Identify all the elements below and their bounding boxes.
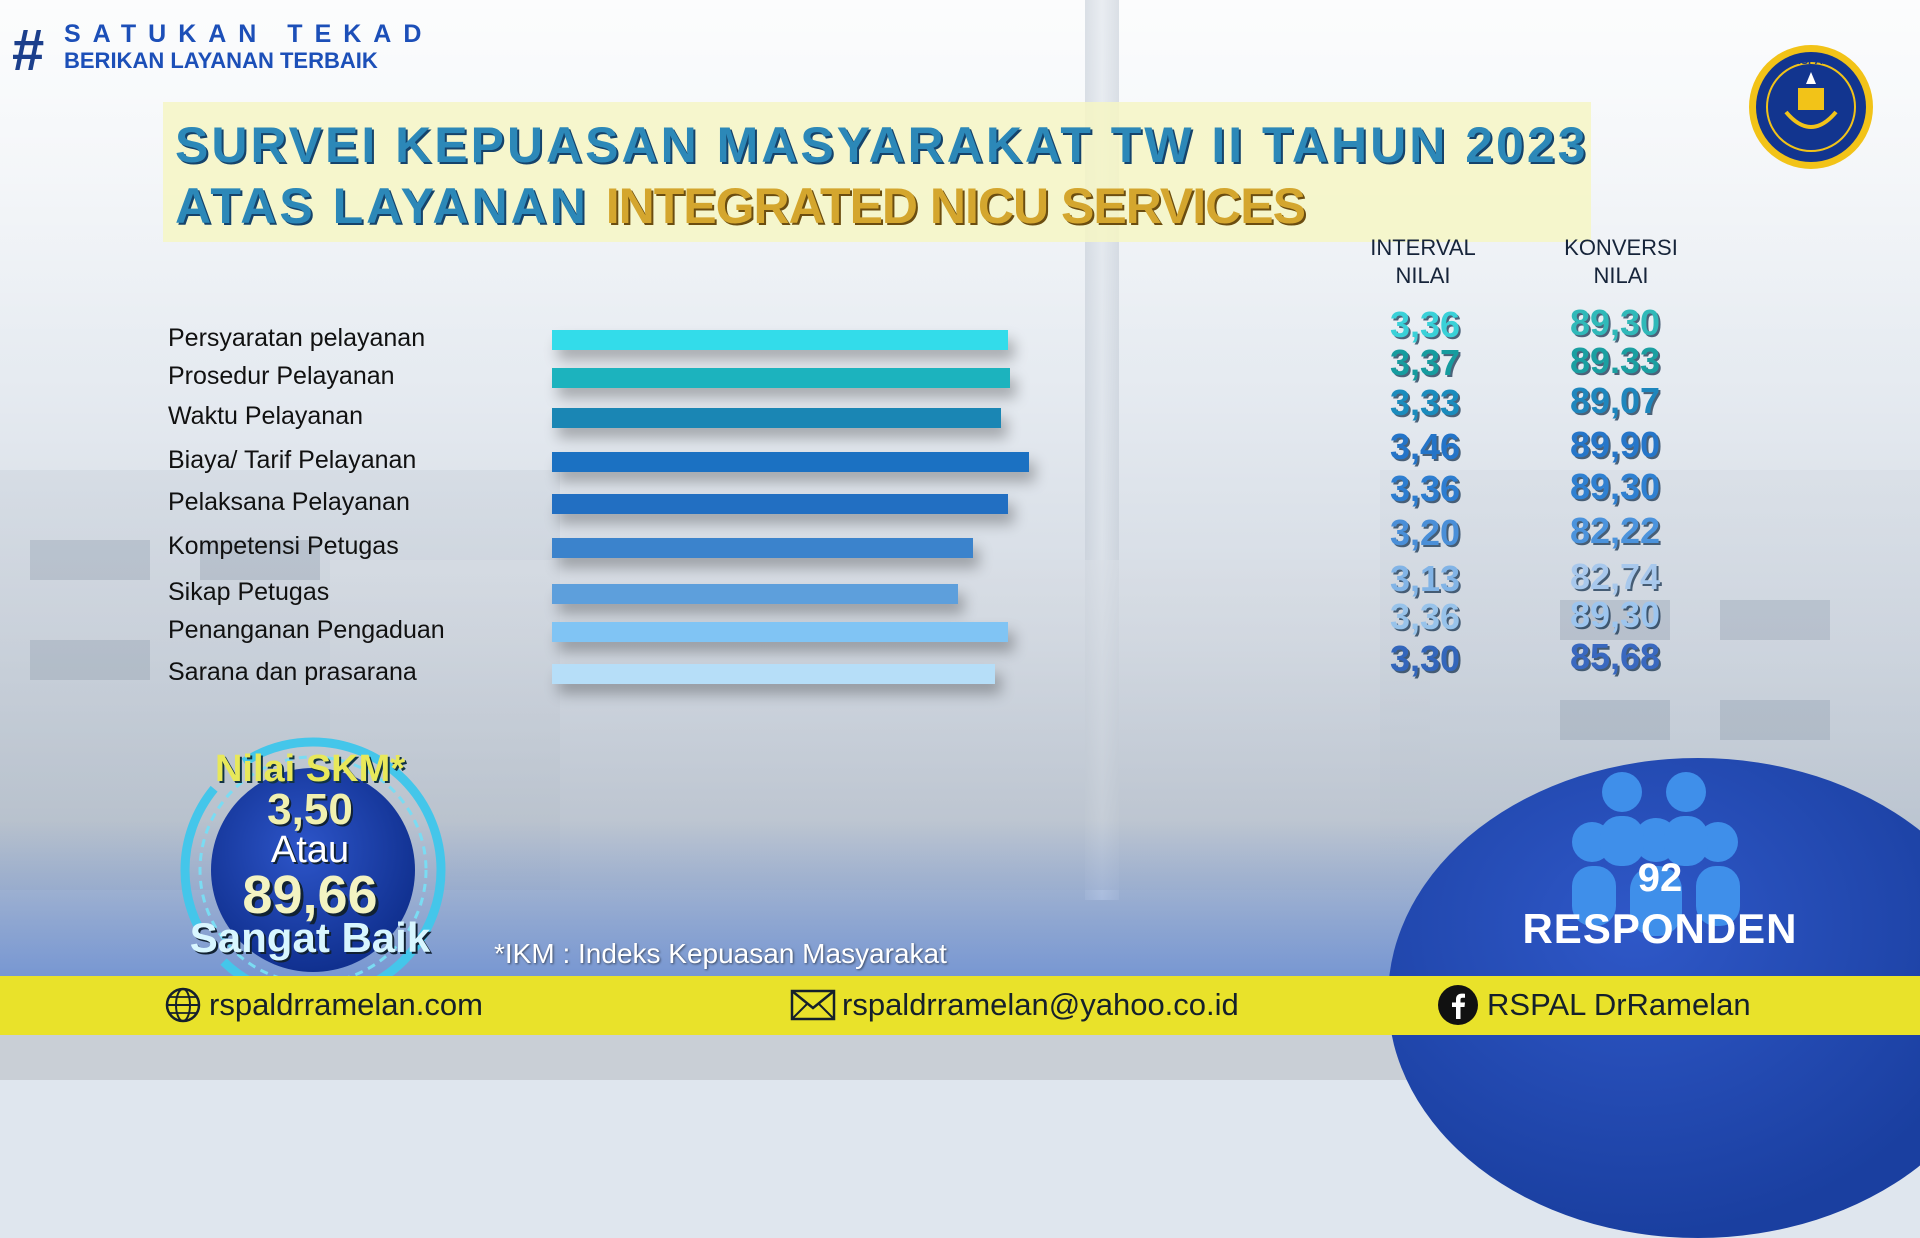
facebook-text: RSPAL DrRamelan bbox=[1487, 987, 1751, 1022]
footer-facebook[interactable]: RSPAL DrRamelan bbox=[1435, 982, 1751, 1028]
konversi-value-label: 89,07 bbox=[1569, 380, 1661, 421]
window bbox=[1720, 700, 1830, 740]
title-highlight: INTEGRATED NICU SERVICES bbox=[605, 178, 1306, 234]
category-label: Waktu Pelayanan bbox=[168, 402, 364, 430]
bar bbox=[552, 452, 1029, 472]
konversi-header-line2: NILAI bbox=[1593, 263, 1649, 288]
bar bbox=[552, 538, 973, 558]
interval-value-label: 3,46 bbox=[1389, 426, 1461, 467]
window bbox=[30, 540, 150, 580]
envelope-icon bbox=[790, 989, 836, 1021]
website-text: rspaldrramelan.com bbox=[209, 987, 483, 1022]
category-label: Penanganan Pengaduan bbox=[168, 616, 445, 644]
bar bbox=[552, 622, 1008, 642]
konversi-value-label: 89,30 bbox=[1569, 466, 1661, 507]
interval-value-label: 3,36 bbox=[1389, 468, 1461, 509]
footer-email[interactable]: rspaldrramelan@yahoo.co.id bbox=[790, 982, 1239, 1028]
interval-value-label: 3,33 bbox=[1389, 382, 1461, 423]
hashtag-symbol: # bbox=[12, 18, 45, 83]
skm-score: 3,50 bbox=[267, 785, 353, 834]
slogan-line2: BERIKAN LAYANAN TERBAIK bbox=[64, 48, 378, 73]
konversi-value-label: 89,30 bbox=[1569, 302, 1661, 343]
respondent-count: 92 bbox=[1637, 856, 1683, 900]
category-label: Biaya/ Tarif Pelayanan bbox=[168, 446, 417, 474]
bar bbox=[552, 494, 1008, 514]
interval-value-label: 3,30 bbox=[1389, 638, 1461, 679]
skm-grade: Sangat Baik bbox=[189, 914, 431, 961]
window bbox=[200, 540, 320, 580]
konversi-value-label: 89.33 bbox=[1569, 340, 1661, 381]
footer-website[interactable]: rspaldrramelan.com bbox=[163, 982, 483, 1028]
page-title-line2: ATAS LAYANAN INTEGRATED NICU SERVICES bbox=[175, 177, 1306, 235]
footnote: *IKM : Indeks Kepuasan Masyarakat bbox=[494, 938, 947, 969]
title-prefix: ATAS LAYANAN bbox=[175, 178, 606, 234]
interval-value-label: 3,37 bbox=[1389, 342, 1461, 383]
konversi-header-line1: KONVERSI bbox=[1564, 235, 1678, 260]
skm-converted-score: 89,66 bbox=[242, 865, 378, 925]
column-header-konversi: KONVERSI NILAI bbox=[1541, 234, 1701, 290]
window bbox=[1560, 600, 1670, 640]
bar bbox=[552, 408, 1001, 428]
skm-or-text: Atau bbox=[270, 829, 350, 871]
footer-bar bbox=[0, 976, 1920, 1035]
window bbox=[1560, 700, 1670, 740]
category-label: Persyaratan pelayanan bbox=[168, 324, 426, 352]
respondent-label: RESPONDEN bbox=[1522, 905, 1798, 952]
interval-value-label: 3,36 bbox=[1389, 304, 1461, 345]
slogan-line1: SATUKAN TEKAD bbox=[64, 20, 434, 48]
people-group-icon bbox=[1572, 772, 1740, 936]
facebook-icon bbox=[1438, 985, 1478, 1025]
interval-header-line1: INTERVAL bbox=[1370, 235, 1476, 260]
bar bbox=[552, 330, 1008, 350]
interval-header-line2: NILAI bbox=[1395, 263, 1451, 288]
interval-value-label: 3,13 bbox=[1389, 558, 1461, 599]
page-title-line1: SURVEI KEPUASAN MASYARAKAT TW II TAHUN 2… bbox=[175, 117, 1589, 173]
title-background bbox=[163, 102, 1591, 242]
email-text: rspaldrramelan@yahoo.co.id bbox=[842, 987, 1239, 1022]
rspal-emblem-icon: RSPAL bbox=[1749, 45, 1873, 169]
konversi-value-label: 85,68 bbox=[1569, 636, 1661, 677]
konversi-value-label: 82,22 bbox=[1569, 510, 1661, 551]
category-label: Kompetensi Petugas bbox=[168, 532, 399, 560]
column-header-interval: INTERVAL NILAI bbox=[1343, 234, 1503, 290]
category-label: Sikap Petugas bbox=[168, 578, 330, 606]
konversi-value-label: 82,74 bbox=[1569, 556, 1661, 597]
bar bbox=[552, 664, 995, 684]
globe-icon bbox=[165, 987, 201, 1023]
logo-text: RSPAL bbox=[1793, 55, 1830, 67]
bar bbox=[552, 368, 1010, 388]
konversi-value-label: 89,30 bbox=[1569, 594, 1661, 635]
category-label: Sarana dan prasarana bbox=[168, 658, 417, 686]
bar bbox=[552, 584, 958, 604]
category-label: Pelaksana Pelayanan bbox=[168, 488, 410, 516]
category-label: Prosedur Pelayanan bbox=[168, 362, 395, 390]
interval-value-label: 3,36 bbox=[1389, 596, 1461, 637]
window bbox=[1720, 600, 1830, 640]
skm-title: Nilai SKM* bbox=[214, 748, 406, 790]
konversi-value-label: 89,90 bbox=[1569, 424, 1661, 465]
window bbox=[30, 640, 150, 680]
interval-value-label: 3,20 bbox=[1389, 512, 1461, 553]
